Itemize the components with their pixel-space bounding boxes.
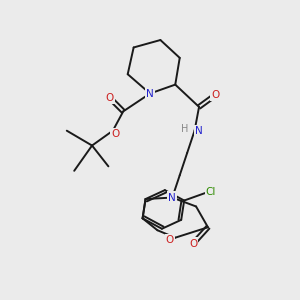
Text: H: H xyxy=(182,124,189,134)
Text: O: O xyxy=(111,129,119,139)
Text: Cl: Cl xyxy=(206,187,216,196)
Text: O: O xyxy=(166,235,174,245)
Text: O: O xyxy=(211,90,220,100)
Text: N: N xyxy=(195,126,203,136)
Text: N: N xyxy=(146,88,154,98)
Text: O: O xyxy=(106,93,114,103)
Text: N: N xyxy=(168,193,176,202)
Text: O: O xyxy=(189,238,197,249)
